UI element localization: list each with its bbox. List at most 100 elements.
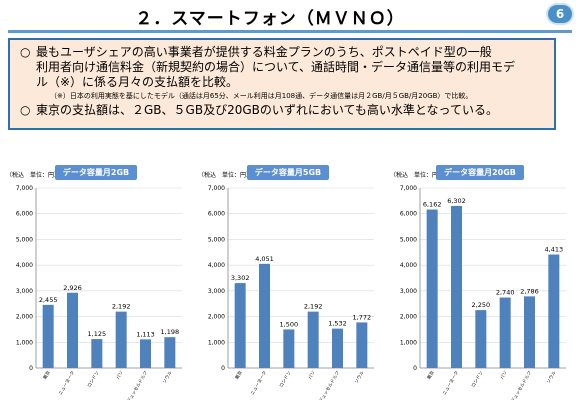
- chart-title: データ容量月5GB: [198, 160, 378, 180]
- y-axis-unit-label: （税込 単位：円）: [198, 171, 252, 179]
- data-label: 2,250: [472, 301, 491, 309]
- y-tick-label: 1,000: [400, 339, 417, 346]
- bullet-circle-icon: ○: [20, 103, 31, 117]
- chart-2gb: データ容量月2GB （税込 単位：円） 0 1,000 2,000 3,000 4,000…: [6, 160, 186, 404]
- y-tick-label: 3,000: [208, 288, 225, 295]
- bar: [164, 337, 176, 368]
- bullet-circle-icon: ○: [20, 45, 31, 59]
- chart-2gb-plot: （税込 単位：円） 0 1,000 2,000 3,000 4,000 5,000 6,000…: [6, 171, 182, 404]
- category-label: パリ: [307, 370, 317, 381]
- data-label: 1,125: [88, 330, 107, 338]
- chart-title: データ容量月2GB: [6, 160, 186, 180]
- y-tick-label: 1,000: [208, 339, 225, 346]
- page-number-badge: 6: [548, 5, 572, 23]
- y-tick-label: 7,000: [400, 185, 417, 192]
- point-1-line-1: 最もユーザシェアの高い事業者が提供する料金プランのうち、ポストペイド型の一般: [36, 45, 492, 59]
- y-tick-label: 2,000: [16, 314, 33, 321]
- category-label: ソウル: [353, 369, 366, 385]
- data-label: 1,532: [328, 320, 347, 328]
- category-label: ニューヨーク: [442, 370, 461, 396]
- y-tick-label: 0: [29, 365, 33, 372]
- category-label: ソウル: [161, 369, 174, 385]
- data-label: 4,413: [545, 246, 564, 254]
- y-tick-label: 3,000: [400, 288, 417, 295]
- category-label: ソウル: [545, 369, 558, 385]
- bar: [91, 339, 103, 368]
- category-label: ロンドン: [86, 370, 100, 389]
- bar: [524, 296, 535, 368]
- y-tick-label: 4,000: [208, 262, 225, 269]
- summary-point-1: ○ 最もユーザシェアの高い事業者が提供する料金プランのうち、ポストペイド型の一般: [20, 45, 544, 60]
- chart-5gb: データ容量月5GB （税込 単位：円） 0 1,000 2,000 3,000 4,000…: [198, 160, 378, 404]
- category-label: パリ: [499, 370, 509, 381]
- bar: [356, 322, 368, 368]
- bar: [451, 205, 462, 368]
- data-label: 4,051: [255, 255, 274, 263]
- chart-title: データ容量月20GB: [390, 160, 570, 180]
- y-tick-label: 6,000: [208, 211, 225, 218]
- bar: [42, 304, 54, 368]
- data-label: 2,455: [39, 296, 58, 304]
- category-label: ニューヨーク: [250, 370, 269, 396]
- data-label: 1,198: [161, 328, 180, 336]
- category-label: ロンドン: [278, 370, 292, 389]
- y-tick-label: 2,000: [400, 314, 417, 321]
- bar: [499, 297, 511, 368]
- category-label: パリ: [115, 370, 125, 381]
- y-tick-label: 2,000: [208, 314, 225, 321]
- y-tick-label: 4,000: [400, 262, 417, 269]
- summary-box: ○ 最もユーザシェアの高い事業者が提供する料金プランのうち、ポストペイド型の一般 …: [8, 38, 556, 130]
- bar: [283, 329, 295, 368]
- data-label: 2,926: [63, 284, 82, 292]
- data-label: 1,500: [280, 320, 299, 328]
- point-2-line-1: 東京の支払額は、２GB、５GB及び20GBのいずれにおいても高い水準となっている…: [36, 103, 498, 117]
- category-label: デュッセルドルフ: [509, 370, 533, 401]
- data-label: 3,302: [231, 274, 250, 282]
- category-label: 東京: [425, 369, 436, 381]
- y-tick-label: 0: [221, 365, 225, 372]
- data-label: 2,192: [112, 303, 131, 311]
- category-label: ロンドン: [470, 370, 484, 389]
- y-tick-label: 5,000: [208, 236, 225, 243]
- category-label: デュッセルドルフ: [317, 370, 341, 401]
- bar: [332, 328, 343, 368]
- y-tick-label: 1,000: [16, 339, 33, 346]
- data-label: 6,162: [423, 201, 442, 209]
- y-tick-label: 7,000: [208, 185, 225, 192]
- slide-title: ２．スマートフォン（ＭＶＮＯ）: [135, 9, 405, 29]
- y-tick-label: 6,000: [400, 211, 417, 218]
- bar: [140, 339, 151, 368]
- bar: [234, 283, 246, 368]
- data-label: 2,786: [520, 287, 539, 295]
- bar: [426, 209, 438, 368]
- summary-point-2: ○ 東京の支払額は、２GB、５GB及び20GBのいずれにおいても高い水準となってい…: [20, 103, 544, 118]
- bar: [259, 263, 270, 368]
- chart-20gb: データ容量月20GB （税込 単位：円） 0 1,000 2,000 3,000 4,00…: [390, 160, 570, 404]
- bar: [115, 311, 127, 368]
- y-tick-label: 5,000: [16, 236, 33, 243]
- y-tick-label: 7,000: [16, 185, 33, 192]
- model-note: （※）日本の利用実態を基にしたモデル（通話は月65分、メール利用は月108通、デ…: [50, 92, 473, 100]
- chart-20gb-plot: （税込 単位：円） 0 1,000 2,000 3,000 4,000 5,000 6,000…: [390, 171, 566, 404]
- point-1-line-3: ル（※）に係る月々の支払額を比較。: [36, 75, 239, 89]
- chart-5gb-plot: （税込 単位：円） 0 1,000 2,000 3,000 4,000 5,000 6,000…: [198, 171, 374, 404]
- category-label: 東京: [233, 369, 244, 381]
- y-tick-label: 4,000: [16, 262, 33, 269]
- point-1-line-2: 利用者向け通信料金（新規契約の場合）について、通話時間・データ通信量等の利用モデ: [36, 60, 516, 74]
- data-label: 6,302: [447, 197, 466, 205]
- data-label: 1,772: [353, 313, 372, 321]
- category-label: デュッセルドルフ: [125, 370, 149, 401]
- title-underline: [8, 30, 572, 33]
- bar: [548, 254, 560, 368]
- category-label: ニューヨーク: [58, 370, 77, 396]
- y-tick-label: 3,000: [16, 288, 33, 295]
- bar: [67, 292, 78, 368]
- bar: [475, 310, 487, 368]
- bar: [307, 311, 319, 368]
- data-label: 2,740: [496, 289, 515, 297]
- y-tick-label: 0: [413, 365, 417, 372]
- y-tick-label: 5,000: [400, 236, 417, 243]
- y-axis-unit-label: （税込 単位：円）: [390, 171, 444, 179]
- category-label: 東京: [41, 369, 52, 381]
- y-axis-unit-label: （税込 単位：円）: [6, 171, 60, 179]
